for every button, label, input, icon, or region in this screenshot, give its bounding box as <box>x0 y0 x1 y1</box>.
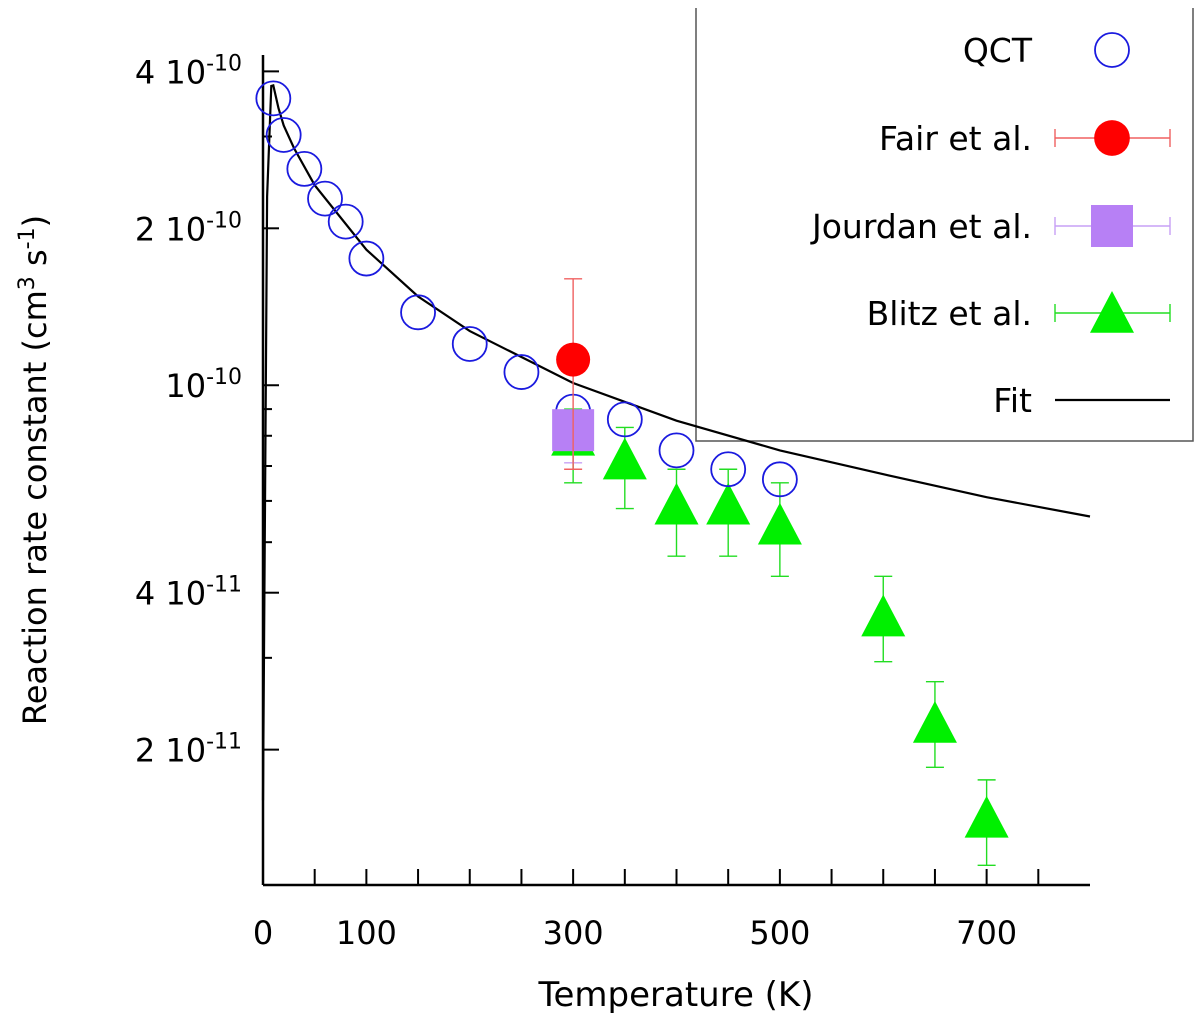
qct-point <box>451 326 488 362</box>
y-axis-label-base: Reaction rate constant (cm <box>16 290 54 725</box>
fit-line <box>261 84 1091 801</box>
y-axis-label-sup2: -1 <box>15 227 40 249</box>
blitz-et-al-point <box>602 437 647 480</box>
blitz-et-al-point <box>757 502 802 545</box>
blitz-et-al-point <box>654 482 699 525</box>
blitz-et-al-point <box>706 482 751 525</box>
x-tick-label-500: 500 <box>749 914 810 952</box>
legend-marker-fair-et-al <box>1094 120 1130 156</box>
blitz-et-al-point <box>964 795 1009 838</box>
x-axis-label: Temperature (K) <box>537 975 813 1015</box>
y-tick-label-1: 2 10-10 <box>135 208 242 248</box>
x-tick-label-700: 700 <box>956 914 1017 952</box>
legend-label-blitz-et-al: Blitz et al. <box>867 294 1032 333</box>
legend-box <box>695 8 1194 442</box>
qct-point <box>606 401 643 438</box>
y-tick-label-0: 4 10-10 <box>135 51 242 91</box>
y-tick-mantissa: 4 10 <box>135 575 206 613</box>
x-tick-label-300: 300 <box>543 914 604 952</box>
qct-point <box>255 80 292 117</box>
qct-point <box>327 203 364 240</box>
qct-point <box>348 240 385 277</box>
y-tick-mantissa: 4 10 <box>135 53 206 91</box>
y-tick-label-3: 4 10-11 <box>135 573 242 613</box>
y-tick-mantissa: 2 10 <box>135 210 206 248</box>
y-tick-exponent: -11 <box>206 573 242 598</box>
y-axis-label-mid: s <box>16 249 54 276</box>
legend-label-fit: Fit <box>993 381 1032 420</box>
y-tick-exponent: -10 <box>206 365 242 390</box>
blitz-et-al-point <box>861 594 906 637</box>
legend-marker-jourdan-et-al <box>1091 205 1133 247</box>
y-tick-label-2: 10-10 <box>165 365 242 405</box>
legend-marker-blitz-et-al <box>1090 291 1134 333</box>
legend-marker-qct <box>1094 32 1130 68</box>
legend-label-jourdan-et-al: Jourdan et al. <box>810 207 1032 246</box>
y-tick-exponent: -10 <box>206 51 242 76</box>
y-tick-exponent: -11 <box>206 730 242 755</box>
qct-point <box>503 354 540 390</box>
y-tick-exponent: -10 <box>206 208 242 233</box>
qct-point <box>265 117 302 153</box>
qct-point <box>307 180 343 217</box>
y-tick-mantissa: 10 <box>165 367 206 405</box>
qct-point <box>286 151 323 187</box>
y-axis-label: Reaction rate constant (cm3 s-1) <box>15 215 54 725</box>
legend-label-qct: QCT <box>963 31 1033 70</box>
y-axis-label-sup1: 3 <box>15 276 40 290</box>
qct-point <box>761 461 798 498</box>
x-tick-label-100: 100 <box>336 914 397 952</box>
y-axis-label-end: ) <box>16 215 54 227</box>
qct-point <box>710 451 747 488</box>
blitz-et-al-point <box>912 700 957 743</box>
legend-label-fair-et-al: Fair et al. <box>879 119 1032 158</box>
fair-et-al-point <box>556 342 591 377</box>
y-tick-label-4: 2 10-11 <box>135 730 242 770</box>
y-tick-mantissa: 2 10 <box>135 732 206 770</box>
qct-point <box>400 294 436 331</box>
qct-point <box>658 432 695 469</box>
x-tick-label-0: 0 <box>253 914 273 952</box>
